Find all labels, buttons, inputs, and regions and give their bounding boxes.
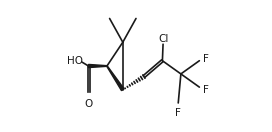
Text: O: O: [84, 99, 92, 109]
Text: F: F: [203, 54, 209, 64]
Text: F: F: [175, 108, 181, 118]
Polygon shape: [107, 66, 124, 91]
Polygon shape: [88, 64, 107, 68]
Text: F: F: [203, 85, 209, 95]
Text: Cl: Cl: [158, 34, 169, 44]
Text: HO: HO: [67, 56, 83, 66]
